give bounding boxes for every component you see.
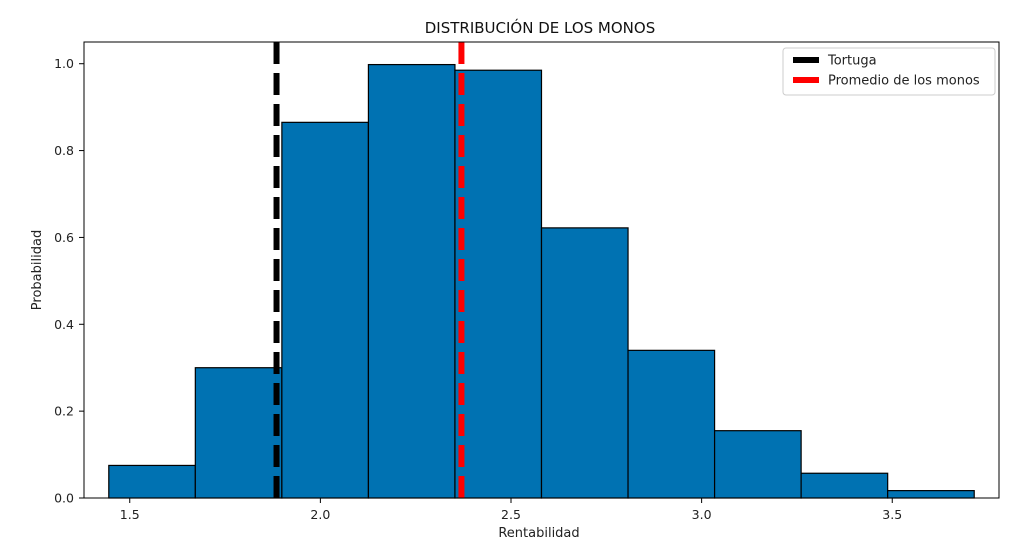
histogram-bar	[627, 349, 716, 499]
histogram-bar	[194, 367, 283, 499]
x-axis-label: Rentabilidad	[498, 526, 579, 541]
y-tick-label: 1.0	[54, 56, 74, 71]
reference-lines-group	[273, 42, 465, 498]
histogram-bar	[540, 227, 629, 499]
x-tick-label: 3.0	[692, 507, 712, 522]
histogram-bar	[713, 430, 802, 499]
plot-frame	[83, 41, 1000, 499]
x-tick-label: 1.5	[120, 507, 140, 522]
chart-title: DISTRIBUCIÓN DE LOS MONOS	[425, 18, 655, 37]
y-tick-label: 0.0	[54, 491, 74, 506]
bars-group	[108, 63, 975, 499]
y-axis-label: Probabilidad	[30, 230, 45, 310]
y-tick-label: 0.2	[54, 404, 74, 419]
x-tick-label: 2.0	[310, 507, 330, 522]
legend-box	[782, 47, 996, 96]
y-tick-label: 0.4	[54, 317, 74, 332]
x-tick-label: 2.5	[501, 507, 521, 522]
x-axis-ticks: 1.5 2.0 2.5 3.0 3.5	[120, 498, 902, 522]
y-tick-label: 0.8	[54, 143, 74, 158]
histogram-bar	[367, 63, 456, 499]
legend: Tortuga Promedio de los monos	[782, 47, 996, 96]
histogram-bar	[887, 490, 975, 499]
y-tick-label: 0.6	[54, 230, 74, 245]
histogram-bar	[800, 472, 889, 499]
histogram-bar	[108, 464, 196, 499]
legend-label: Tortuga	[827, 54, 877, 69]
y-axis-ticks: 0.0 0.2 0.4 0.6 0.8 1.0	[54, 56, 84, 506]
histogram-bar	[281, 121, 370, 499]
legend-label: Promedio de los monos	[828, 74, 980, 89]
x-tick-label: 3.5	[882, 507, 902, 522]
histogram-bar	[454, 69, 543, 499]
